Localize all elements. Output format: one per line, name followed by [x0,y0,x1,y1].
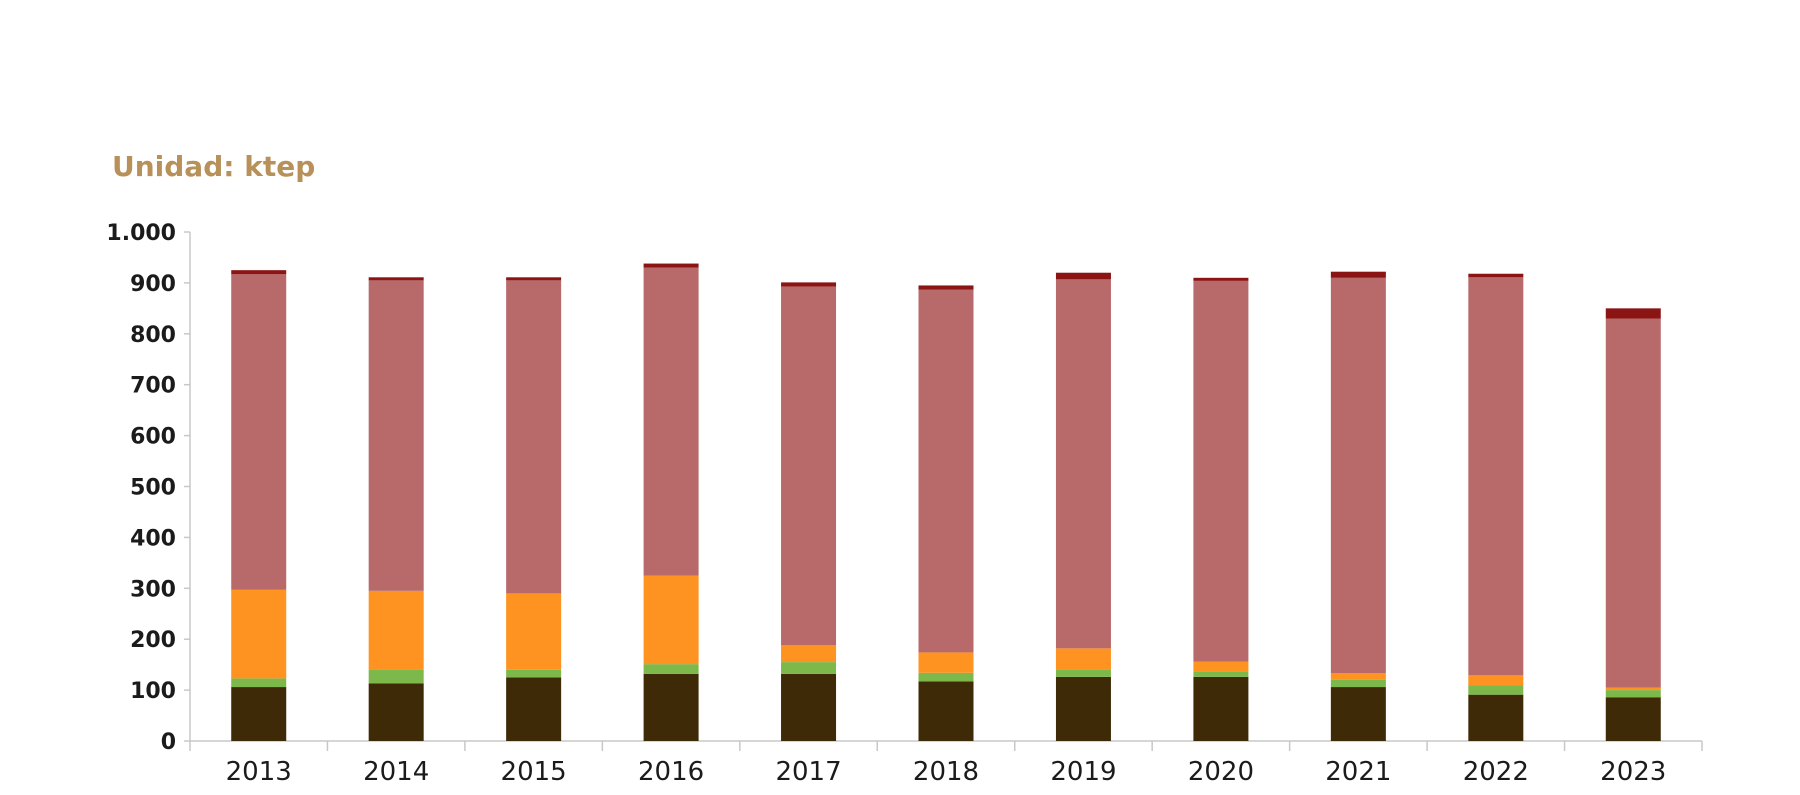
x-tick-label: 2019 [1050,757,1116,787]
x-tick-label: 2018 [913,757,979,787]
unit-label: Unidad: ktep [112,150,316,183]
bar-segment-series-2-2021 [1330,679,1386,688]
bar-segment-series-1-2015 [506,677,562,741]
bar-segment-series-3-2020 [1193,661,1249,672]
y-tick-label: 300 [130,577,176,602]
bar-segment-series-4-2017 [781,286,837,646]
bar-segment-series-1-2018 [918,681,974,741]
bar-segment-series-2-2016 [643,664,699,674]
bar-segment-series-4-2022 [1468,277,1524,676]
bar-stack-2014 [368,277,424,741]
bar-segment-series-3-2018 [918,652,974,673]
x-tick-label: 2021 [1325,757,1391,787]
x-tick-label: 2015 [501,757,567,787]
bar-segment-series-1-2020 [1193,676,1249,741]
bar-segment-series-3-2017 [781,645,837,663]
bar-segment-series-5-2015 [506,277,562,281]
y-tick-label: 800 [130,323,176,348]
bar-segment-series-1-2014 [368,683,424,741]
x-axis: 2013 2014 2015 2016 2017 2018 2019 2020 2021 2022… [189,740,1703,787]
bar-segment-series-2-2018 [918,672,974,682]
bar-segment-series-5-2017 [781,282,837,287]
bar-segment-series-2-2023 [1605,690,1661,698]
bar-stack-2013 [231,270,287,741]
bar-segment-series-2-2013 [231,678,287,688]
bar-segment-series-4-2015 [506,280,562,594]
bar-segment-series-2-2019 [1055,669,1111,677]
y-tick-label: 100 [130,679,176,704]
bar-segment-series-1-2022 [1468,694,1524,741]
bar-segment-series-5-2022 [1468,273,1524,278]
bar-segment-series-5-2021 [1330,271,1386,278]
bar-stack-2021 [1330,271,1386,741]
bar-segment-series-4-2023 [1605,318,1661,688]
bar-stack-2018 [918,285,974,741]
bar-stack-2016 [643,263,699,741]
bar-segment-series-4-2016 [643,267,699,576]
x-tick-label: 2022 [1463,757,1529,787]
bar-stack-2020 [1193,277,1249,741]
bar-segment-series-1-2017 [781,673,837,741]
bar-segment-series-5-2019 [1055,272,1111,280]
bar-segment-series-3-2015 [506,593,562,670]
bar-segment-series-5-2023 [1605,308,1661,319]
bar-segment-series-1-2023 [1605,697,1661,741]
y-tick-label: 1.000 [106,221,176,246]
bar-segment-series-3-2019 [1055,648,1111,670]
y-tick-label: 400 [130,526,176,551]
bar-segment-series-1-2013 [231,687,287,741]
bar-segment-series-4-2019 [1055,279,1111,649]
bar-segment-series-5-2020 [1193,277,1249,281]
bar-segment-series-3-2022 [1468,675,1524,686]
bar-stack-2022 [1468,273,1524,741]
bar-segment-series-3-2014 [368,590,424,670]
bar-segment-series-3-2021 [1330,673,1386,680]
bars [231,263,1661,741]
bar-segment-series-2-2020 [1193,671,1249,677]
bar-segment-series-4-2013 [231,274,287,590]
y-tick-label: 200 [130,628,176,653]
bar-segment-series-5-2013 [231,270,287,275]
x-tick-label: 2014 [363,757,429,787]
bar-stack-2017 [781,282,837,741]
x-tick-label: 2016 [638,757,704,787]
bar-segment-series-5-2016 [643,263,699,268]
bar-stack-2023 [1605,308,1661,741]
bar-segment-series-4-2020 [1193,280,1249,662]
bar-segment-series-1-2016 [643,673,699,741]
bar-stack-2015 [506,277,562,741]
bar-segment-series-5-2018 [918,285,974,290]
bar-segment-series-1-2021 [1330,687,1386,741]
bar-segment-series-4-2014 [368,280,424,591]
x-tick-label: 2023 [1600,757,1666,787]
bar-segment-series-3-2023 [1605,687,1661,691]
bar-segment-series-4-2021 [1330,277,1386,674]
y-tick-label: 600 [130,425,176,450]
bar-stack-2019 [1055,272,1111,741]
bar-segment-series-2-2017 [781,662,837,674]
y-tick-label: 500 [130,476,176,501]
bar-segment-series-4-2018 [918,289,974,653]
x-tick-label: 2020 [1188,757,1254,787]
bar-segment-series-2-2022 [1468,685,1524,695]
bar-segment-series-5-2014 [368,277,424,281]
bar-segment-series-3-2016 [643,575,699,665]
y-tick-label: 0 [161,730,176,755]
x-tick-label: 2017 [775,757,841,787]
bar-segment-series-2-2015 [506,669,562,678]
y-tick-label: 900 [130,272,176,297]
x-tick-label: 2013 [226,757,292,787]
bar-segment-series-2-2014 [368,669,424,684]
bar-segment-series-3-2013 [231,589,287,679]
bar-segment-series-1-2019 [1055,676,1111,741]
y-tick-label: 700 [130,374,176,399]
y-axis: 0 100 200 300 400 500 600 700 800 900 1.000 [106,221,191,755]
